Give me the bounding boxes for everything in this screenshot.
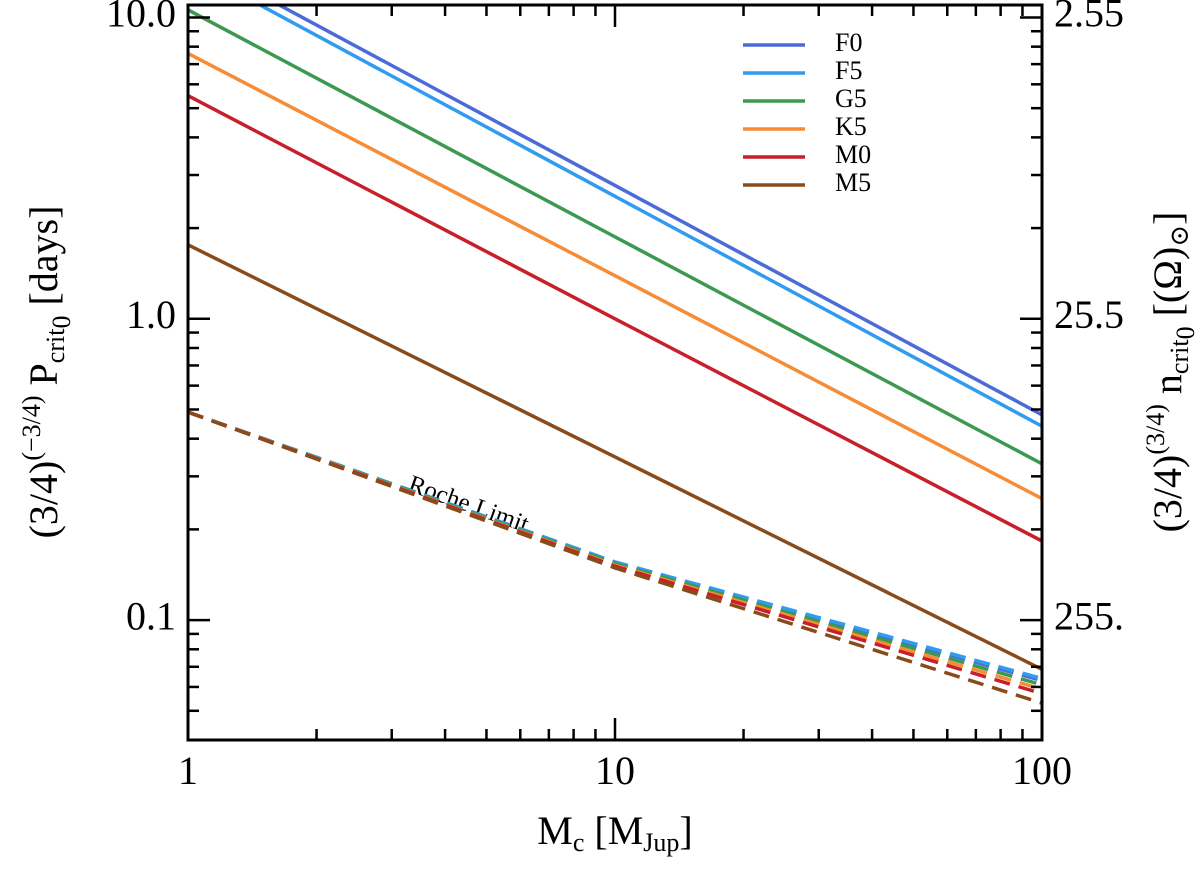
legend-label: K5 [835,112,867,141]
label-part: P [21,363,66,395]
y-tick-label: 10.0 [106,0,176,36]
x-axis-label: Mc [MJup] [537,808,692,857]
label-part: ] [679,808,692,853]
label-part: [(Ω) [1145,247,1190,327]
label-part: Jup [643,828,679,857]
x-tick-label: 1 [178,748,198,793]
label-part: (3/4) [1141,404,1170,455]
y2-axis-label: (3/4)(3/4) ncrit0 [(Ω)⊙] [1141,212,1200,533]
x-tick-label: 100 [1012,748,1072,793]
label-part: crit [41,328,70,363]
label-part: (3/4) [1145,455,1190,533]
legend-label: M0 [835,140,871,169]
annotation: Roche Limit [405,471,532,539]
y2-tick-label: 25.5 [1054,292,1124,337]
legend-label: G5 [835,84,867,113]
series-line [188,8,1042,466]
label-part: crit [1165,339,1194,374]
roche-line [188,410,1042,683]
label-part: [M [584,808,643,853]
y-tick-label: 1.0 [126,292,176,337]
plot-lines [188,5,1042,705]
label-part: (−3/4) [17,395,46,460]
y-tick-label: 0.1 [126,593,176,638]
plot-frame [186,3,1044,742]
series-line [256,5,1042,428]
label-part: (3/4) [21,461,66,539]
y2-tick-label: 255. [1054,593,1124,638]
label-part: 0 [1171,326,1200,339]
label-part: M [537,808,573,853]
legend-label: M5 [835,168,871,197]
y-axis-label: (3/4)(−3/4) Pcrit0 [days] [17,206,76,539]
label-part: [days] [21,206,66,316]
legend-label: F0 [835,28,862,57]
label-part: 0 [47,316,76,329]
roche-line [188,410,1042,705]
label-part: ⊙ [1165,225,1194,247]
series-line [188,243,1042,671]
x-tick-label: 10 [595,748,635,793]
roche-line [188,410,1042,681]
series-line [188,94,1042,543]
label-part: n [1145,374,1190,404]
series-line [275,5,1042,417]
label-part: ] [1145,212,1190,225]
legend-label: F5 [835,56,862,85]
y2-tick-label: 2.55 [1054,0,1124,36]
series-line [188,51,1042,501]
label-part: c [573,828,585,857]
